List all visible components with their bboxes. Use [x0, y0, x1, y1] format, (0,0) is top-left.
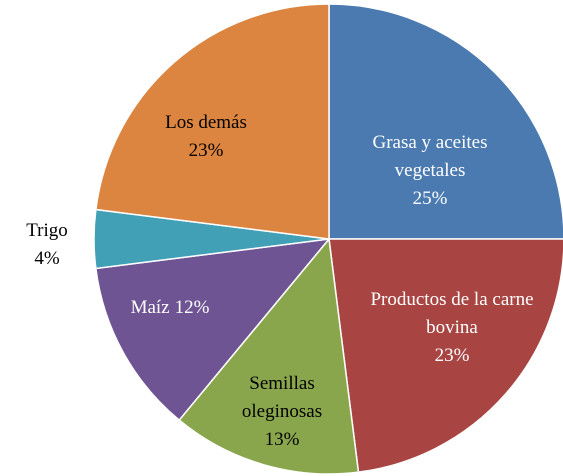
- category-label: Los demás: [165, 112, 247, 133]
- category-label: Productos de la carne bovina: [370, 289, 534, 338]
- pie-slice: [328, 3, 563, 240]
- slice-label: Trigo 4%: [17, 217, 77, 273]
- pie-slice: [95, 238, 331, 422]
- slice-label: Productos de la carne bovina 23%: [362, 286, 542, 370]
- pie-slice: [328, 238, 563, 473]
- category-label: Maíz: [130, 297, 170, 318]
- value-label: 4%: [34, 248, 60, 269]
- slice-label: Grasa y aceites vegetales 25%: [345, 129, 515, 213]
- slice-label: Maíz 12%: [100, 294, 240, 322]
- category-label: Trigo: [26, 220, 68, 241]
- value-label: 23%: [188, 140, 224, 161]
- value-label: 13%: [264, 429, 300, 450]
- slice-label: Los demás 23%: [146, 109, 266, 165]
- value-label: 25%: [412, 188, 448, 209]
- value-label: 12%: [174, 297, 210, 318]
- pie-slice: [95, 3, 330, 240]
- category-label: Semillas oleginosas: [241, 373, 323, 422]
- pie-slice: [178, 237, 360, 475]
- category-label: Grasa y aceites vegetales: [372, 132, 488, 181]
- slice-label: Semillas oleginosas 13%: [227, 370, 337, 454]
- value-label: 23%: [434, 345, 470, 366]
